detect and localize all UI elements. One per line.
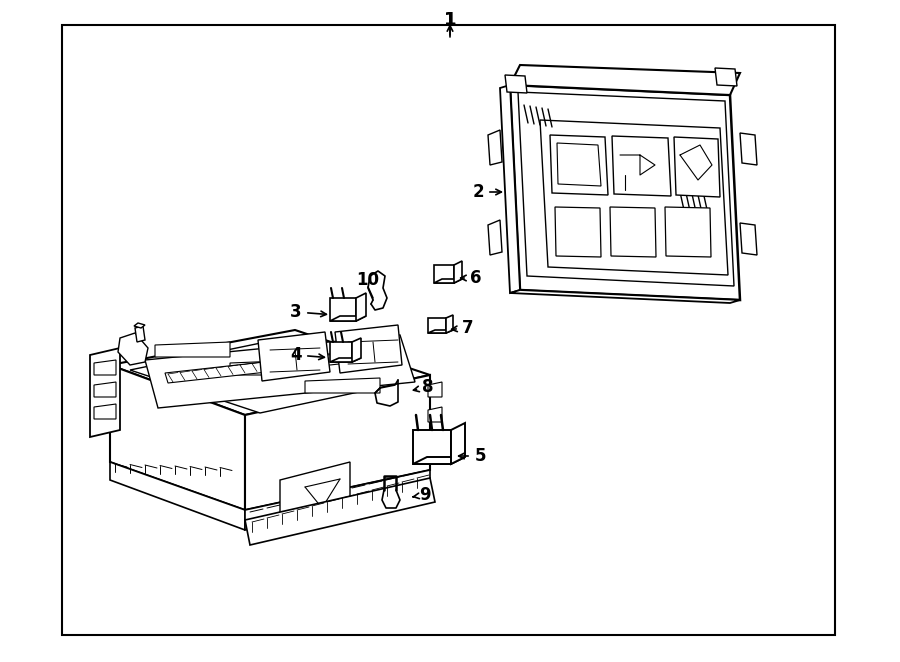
Polygon shape — [330, 342, 352, 362]
Text: 1: 1 — [444, 11, 456, 29]
Text: 1: 1 — [444, 11, 456, 29]
Polygon shape — [428, 407, 442, 422]
Polygon shape — [245, 375, 430, 510]
Text: 5: 5 — [474, 447, 486, 465]
Polygon shape — [94, 404, 116, 419]
Polygon shape — [94, 360, 116, 375]
Polygon shape — [665, 207, 711, 257]
Polygon shape — [510, 290, 740, 303]
Polygon shape — [715, 68, 737, 86]
Polygon shape — [110, 330, 430, 415]
Text: 3: 3 — [290, 303, 302, 321]
Polygon shape — [352, 338, 361, 362]
Polygon shape — [434, 265, 454, 283]
Polygon shape — [356, 293, 366, 321]
Polygon shape — [446, 315, 453, 333]
Text: 9: 9 — [419, 486, 431, 504]
Text: 8: 8 — [422, 378, 434, 396]
Polygon shape — [740, 223, 757, 255]
Polygon shape — [110, 462, 245, 530]
Polygon shape — [330, 316, 366, 321]
Text: 4: 4 — [290, 346, 302, 364]
Polygon shape — [130, 338, 415, 413]
Polygon shape — [428, 318, 446, 333]
Polygon shape — [110, 365, 245, 510]
Polygon shape — [740, 133, 757, 165]
Polygon shape — [428, 432, 442, 447]
Polygon shape — [488, 130, 502, 165]
Polygon shape — [94, 382, 116, 397]
Text: 7: 7 — [463, 319, 473, 337]
Polygon shape — [454, 261, 462, 283]
Polygon shape — [258, 332, 330, 381]
Polygon shape — [90, 348, 120, 437]
Polygon shape — [500, 85, 520, 293]
Polygon shape — [335, 325, 402, 373]
Polygon shape — [505, 75, 527, 93]
Polygon shape — [230, 360, 305, 375]
Polygon shape — [674, 137, 720, 197]
Polygon shape — [510, 85, 740, 300]
Polygon shape — [612, 136, 671, 196]
Polygon shape — [245, 478, 435, 545]
Polygon shape — [510, 65, 740, 95]
Text: 10: 10 — [356, 271, 380, 289]
Polygon shape — [145, 335, 415, 408]
Polygon shape — [330, 298, 356, 321]
Polygon shape — [434, 279, 462, 283]
Polygon shape — [413, 457, 465, 464]
Polygon shape — [305, 378, 380, 393]
Polygon shape — [245, 470, 430, 530]
Polygon shape — [428, 382, 442, 397]
Polygon shape — [550, 135, 608, 195]
Polygon shape — [610, 207, 656, 257]
Polygon shape — [134, 323, 145, 328]
Polygon shape — [413, 430, 451, 464]
Polygon shape — [118, 333, 148, 365]
Polygon shape — [135, 326, 145, 342]
Bar — [62, 25, 835, 635]
Text: 6: 6 — [471, 269, 482, 287]
Polygon shape — [428, 330, 453, 333]
Text: 2: 2 — [472, 183, 484, 201]
Polygon shape — [330, 358, 361, 362]
Polygon shape — [155, 342, 230, 357]
Polygon shape — [555, 207, 601, 257]
Polygon shape — [165, 348, 393, 383]
Polygon shape — [488, 220, 502, 255]
Polygon shape — [280, 462, 350, 520]
Polygon shape — [451, 423, 465, 464]
